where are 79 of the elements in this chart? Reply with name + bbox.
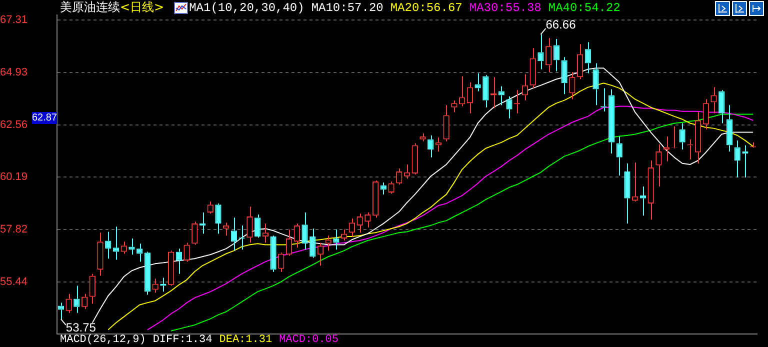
- text: MA10:57.20: [311, 0, 384, 14]
- annotation: DIFF:1.34: [152, 334, 212, 346]
- candlestick: [254, 214, 261, 238]
- y-tick-label: 57.82: [0, 223, 28, 236]
- candlestick: [270, 235, 276, 272]
- y-tick-label: 62.56: [0, 118, 28, 131]
- candlestick: [482, 74, 489, 108]
- annotation: 53.75: [66, 320, 96, 334]
- y-tick-label: 64.93: [0, 66, 28, 79]
- candlestick: [451, 100, 458, 113]
- candlestick: [702, 98, 709, 130]
- candlestick: [396, 168, 402, 186]
- candlestick: [246, 206, 253, 244]
- annotation: 66.66: [546, 18, 576, 32]
- candlestick: [640, 186, 646, 216]
- candlestick: [404, 164, 410, 180]
- candlestick: [128, 238, 135, 256]
- candlestick: [105, 231, 112, 260]
- annotation: MACD:0.05: [279, 334, 338, 346]
- candlestick: [168, 250, 174, 286]
- candlestick: [144, 251, 151, 296]
- text: 62.87: [32, 112, 58, 124]
- candlestick: [584, 42, 591, 74]
- candlestick: [474, 72, 481, 92]
- candlestick: [230, 217, 238, 252]
- candlestick: [74, 285, 80, 314]
- candlestick: [435, 136, 442, 152]
- y-tick-label: 67.31: [0, 14, 28, 26]
- candlestick: [89, 273, 96, 304]
- text: MA30:55.38: [469, 0, 542, 14]
- candlestick: [679, 122, 686, 150]
- candlestick: [546, 38, 552, 73]
- candlestick: [192, 221, 198, 246]
- candlestick: [608, 88, 615, 154]
- candlestick: [592, 62, 599, 106]
- y-tick-label: 55.44: [0, 276, 28, 288]
- candlestick: [530, 48, 536, 89]
- candlestick: [412, 142, 418, 175]
- candlestick: [694, 112, 702, 164]
- candlestick: [58, 302, 64, 320]
- candlestick: [286, 229, 292, 256]
- candlestick: [538, 34, 544, 70]
- candlestick: [443, 104, 450, 142]
- text: MA20:56.67: [390, 0, 462, 14]
- candlestick: [734, 140, 740, 178]
- candlestick: [112, 226, 120, 260]
- candlestick: [66, 293, 72, 314]
- y-tick-label: 60.19: [0, 171, 28, 184]
- candlestick: [199, 212, 206, 234]
- candlestick: [569, 72, 576, 100]
- candlestick: [561, 56, 568, 95]
- candlestick: [616, 136, 622, 176]
- candlestick: [624, 162, 630, 224]
- annotation: MACD(26,12,9): [60, 334, 146, 346]
- candlestick: [718, 90, 725, 124]
- candlestick: [325, 235, 332, 252]
- candlestick: [136, 243, 143, 262]
- candlestick: [656, 144, 662, 188]
- candlestick: [420, 132, 426, 142]
- candlestick: [97, 232, 104, 276]
- annotation: DEA:1.31: [219, 334, 272, 346]
- candlestick: [310, 228, 316, 258]
- candlestick: [278, 252, 284, 272]
- chart-subtitle: <日线>: [120, 0, 164, 16]
- candlestick: [648, 160, 654, 220]
- candlestick: [466, 82, 473, 114]
- chart-title: 美原油连续: [60, 0, 120, 16]
- candlestick: [742, 144, 748, 178]
- candlestick: [302, 212, 308, 250]
- candlestick: [294, 223, 300, 248]
- candlestick: [215, 202, 222, 234]
- legend-title: MA1(10,20,30,40): [189, 0, 304, 14]
- candlestick: [333, 229, 340, 250]
- text: MA40:54.22: [548, 0, 620, 14]
- candlestick: [576, 44, 584, 80]
- candlestick: [372, 180, 379, 218]
- candlestick: [726, 104, 733, 152]
- candlestick: [184, 242, 190, 262]
- candlestick: [553, 38, 560, 72]
